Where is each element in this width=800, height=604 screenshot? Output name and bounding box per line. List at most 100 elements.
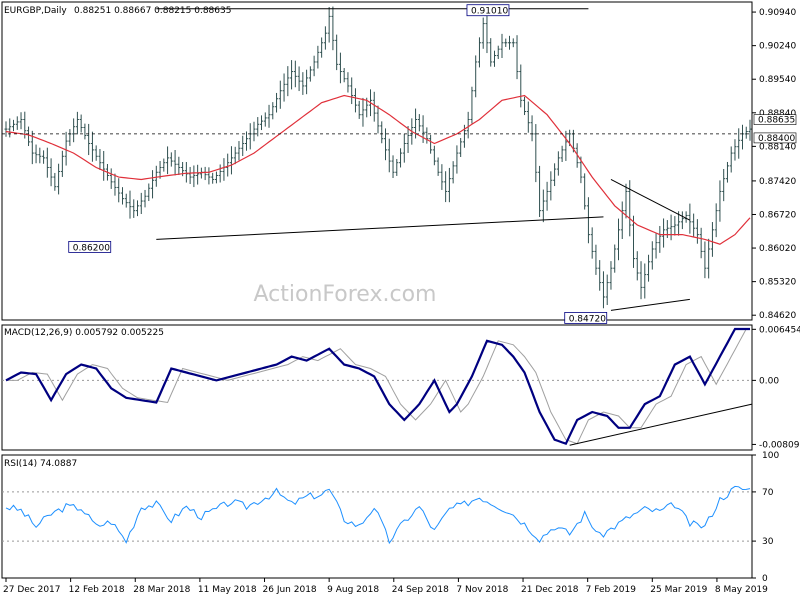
ohlc-bar: [158, 160, 162, 179]
ohlc-bar: [729, 146, 733, 173]
ohlc-bar: [166, 146, 170, 175]
ohlc-bar: [60, 150, 64, 177]
ohlc-bar: [136, 200, 140, 217]
ohlc-bar: [346, 72, 350, 93]
x-tick-label: 11 May 2018: [198, 585, 257, 595]
x-tick-label: 9 Aug 2018: [327, 585, 379, 595]
ohlc-bar: [271, 102, 275, 120]
ohlc-bar: [53, 172, 57, 191]
ohlc-bar: [515, 35, 519, 80]
ohlc-bar: [102, 150, 106, 181]
ohlc-bar: [425, 127, 429, 144]
ohlc-bar: [256, 117, 260, 137]
ohlc-bar: [203, 166, 207, 181]
ohlc-bar: [169, 152, 173, 167]
level-label-box: [466, 4, 510, 17]
ohlc-bar: [406, 126, 410, 153]
ohlc-bar: [233, 146, 237, 165]
ohlc-bar: [173, 149, 177, 176]
ohlc-bar: [57, 163, 61, 195]
rsi-line: [5, 485, 751, 545]
ohlc-bar: [94, 145, 98, 161]
ohlc-bar: [218, 164, 222, 183]
ohlc-bar: [132, 199, 136, 218]
ohlc-bar: [583, 173, 587, 210]
ohlc-bar: [293, 60, 297, 88]
ohlc-bar: [402, 133, 406, 163]
ohlc-bar: [643, 263, 647, 299]
ohlc-bar: [748, 119, 752, 141]
ohlc-bar: [241, 135, 245, 157]
ohlc-bar: [353, 88, 357, 113]
ohlc-bar: [616, 218, 620, 261]
macd-trend-line: [569, 403, 753, 446]
rsi-panel: 100 70 30 0: [2, 451, 779, 584]
ohlc-bar: [162, 158, 166, 172]
ohlc-bar: [267, 104, 271, 128]
price-tick-label: 0.89540: [759, 75, 796, 85]
ohlc-bar: [684, 211, 688, 223]
ohlc-bar: [511, 38, 515, 48]
rsi-tick-label: 100: [762, 451, 779, 461]
x-tick-label: 7 Feb 2019: [586, 585, 637, 595]
ohlc-bar: [737, 128, 741, 159]
ohlc-bar: [665, 220, 669, 238]
ohlc-bar: [695, 219, 699, 244]
ohlc-bar: [387, 138, 391, 173]
x-tick-label: 28 Mar 2018: [133, 585, 190, 595]
ohlc-bar: [305, 69, 309, 95]
ohlc-bar: [42, 150, 46, 164]
ohlc-bar: [624, 183, 628, 219]
ohlc-bar: [688, 203, 692, 234]
ohlc-bar: [650, 241, 654, 270]
price-tick-label: 0.90240: [759, 42, 796, 52]
ohlc-bar: [263, 112, 267, 127]
ohlc-bar: [83, 123, 87, 140]
ohlc-bar: [496, 45, 500, 60]
ohlc-bar: [451, 161, 455, 184]
ohlc-bar: [677, 211, 681, 236]
ohlc-bar: [508, 35, 512, 50]
ohlc-bar: [740, 124, 744, 150]
price-tick-label: 0.84620: [759, 311, 796, 321]
trend-lines: [2, 8, 752, 311]
x-tick-label: 12 Feb 2018: [69, 585, 125, 595]
ohlc-bar: [481, 17, 485, 49]
ohlc-bar: [541, 189, 545, 223]
ohlc-bar: [312, 55, 316, 77]
ohlc-bar: [673, 216, 677, 236]
ohlc-bar: [466, 111, 470, 139]
ohlc-bar: [395, 159, 399, 176]
ohlc-bar: [184, 162, 188, 183]
ohlc-bar: [647, 254, 651, 282]
price-tick-label: 0.85320: [759, 278, 796, 288]
ohlc-bar: [252, 121, 256, 142]
macd-tick-label: 0.00: [759, 376, 779, 386]
macd-signal-line: [6, 328, 750, 445]
ohlc-bar: [143, 189, 147, 208]
chart-header-ohlc: 0.88251 0.88667 0.88215 0.88635: [74, 6, 231, 16]
macd-title: MACD(12,26,9) 0.005792 0.005225: [4, 328, 164, 338]
ohlc-bar: [308, 66, 312, 82]
ohlc-bar: [455, 145, 459, 174]
ohlc-bar: [590, 227, 594, 259]
ohlc-bar: [556, 151, 560, 176]
ohlc-bar: [316, 45, 320, 69]
ohlc-bar: [361, 97, 365, 127]
ohlc-bar: [177, 156, 181, 175]
ohlc-bar: [248, 123, 252, 150]
ohlc-bar: [109, 168, 113, 189]
price-label-box: [753, 132, 797, 144]
ohlc-bar: [477, 37, 481, 68]
trend-line: [610, 298, 690, 311]
ohlc-bar: [669, 214, 673, 241]
ohlc-bar: [432, 145, 436, 166]
ohlc-bar: [214, 171, 218, 184]
ohlc-bar: [560, 145, 564, 163]
ohlc-bar: [639, 261, 643, 300]
ohlc-bar: [98, 148, 102, 170]
ohlc-bar: [147, 183, 151, 202]
ohlc-bar: [632, 215, 636, 268]
x-tick-label: 26 Jun 2018: [263, 585, 317, 595]
